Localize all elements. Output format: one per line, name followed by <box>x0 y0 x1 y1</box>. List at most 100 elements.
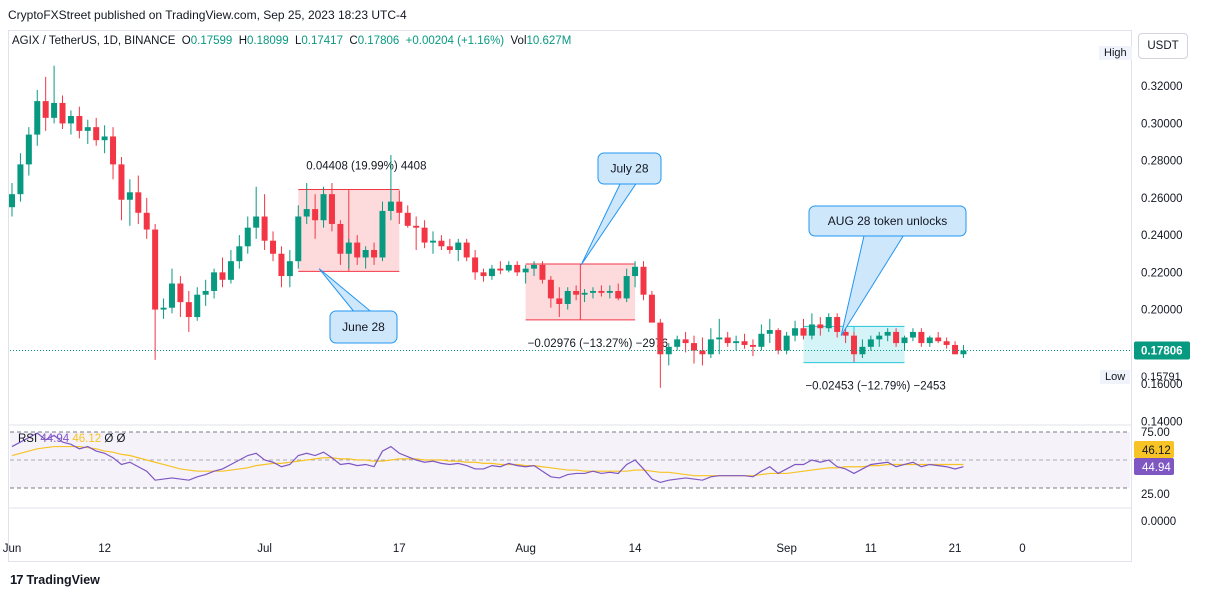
x-tick-label: 0 <box>1019 543 1025 555</box>
candle-body <box>834 317 841 332</box>
candle <box>547 276 554 308</box>
candle-body <box>935 337 942 342</box>
candle-body <box>952 344 959 355</box>
candle <box>497 261 504 275</box>
candle-body <box>716 337 723 340</box>
close-value: 0.17806 <box>357 35 400 47</box>
candle-body <box>581 292 588 295</box>
candle-body <box>488 268 495 277</box>
candle-body <box>505 264 512 271</box>
candle <box>295 205 302 269</box>
candle <box>126 179 133 226</box>
candle <box>918 328 925 347</box>
candle-body <box>345 242 352 254</box>
candle-body <box>438 240 445 247</box>
tradingview-footer[interactable]: 17 TradingView <box>10 572 100 587</box>
candle <box>783 331 790 355</box>
candle-body <box>76 115 83 131</box>
candle-body <box>194 294 201 318</box>
candle <box>707 328 714 358</box>
candle-body <box>724 337 731 344</box>
candle <box>59 95 66 130</box>
publisher-line: CryptoFXStreet published on TradingView.… <box>8 8 407 22</box>
candle <box>825 313 832 332</box>
symbol-title[interactable]: AGIX / TetherUS, 1D, BINANCE <box>12 35 176 47</box>
high-value: 0.18099 <box>247 35 289 47</box>
candle-body <box>775 330 782 351</box>
candle-body <box>589 290 596 293</box>
measure-range: −0.02453 (−12.79%) −2453 <box>803 325 946 393</box>
x-tick-label: Sep <box>776 543 796 555</box>
x-tick-label: Jun <box>3 543 22 555</box>
candle <box>665 343 672 366</box>
callout-june28: June 28 <box>318 268 398 344</box>
candle <box>446 238 453 254</box>
tradingview-brand: TradingView <box>26 572 100 587</box>
rsi-ma-line <box>11 445 964 477</box>
candle <box>943 337 950 349</box>
candle <box>699 337 706 366</box>
volume-value: 10.627M <box>526 35 572 47</box>
callout-box <box>329 310 398 344</box>
candle <box>589 287 596 299</box>
candle-body <box>25 134 32 165</box>
candle-body <box>227 261 234 280</box>
currency-button[interactable]: USDT <box>1138 33 1188 59</box>
candle <box>236 235 243 269</box>
open-value: 0.17599 <box>190 35 233 47</box>
candle-body <box>362 250 369 258</box>
candle-body <box>185 302 192 318</box>
candle-body <box>648 294 655 323</box>
candle-body <box>42 101 49 118</box>
range-label: −0.02453 (−12.79%) −2453 <box>805 381 945 393</box>
candle <box>531 261 538 277</box>
candle-body <box>354 242 361 258</box>
candle-body <box>800 328 807 336</box>
candle-body <box>749 344 756 347</box>
candle <box>522 264 529 284</box>
candle <box>884 328 891 342</box>
candle <box>648 290 655 323</box>
candle <box>674 335 681 351</box>
candle <box>606 285 613 299</box>
low-label: Low <box>1100 370 1131 384</box>
candle-body <box>303 209 310 217</box>
candle-body <box>84 127 91 131</box>
callout-pointer <box>580 183 637 266</box>
candle <box>615 283 622 301</box>
candle <box>328 183 335 232</box>
candle-body <box>926 337 933 344</box>
candle-body <box>893 331 900 344</box>
candle <box>278 246 285 288</box>
candle <box>404 205 411 228</box>
x-tick-label: 14 <box>629 543 642 555</box>
candle-body <box>674 339 681 347</box>
candle <box>101 125 108 154</box>
rsi-axis-label: 25.00 <box>1141 489 1170 501</box>
candle-body <box>960 350 967 355</box>
candle-body <box>320 194 327 221</box>
candle-body <box>160 307 167 310</box>
candle-body <box>67 115 74 124</box>
candle <box>834 313 841 338</box>
candle <box>379 201 386 262</box>
candle <box>202 279 209 306</box>
candle-body <box>312 209 319 221</box>
candle-body <box>211 272 218 291</box>
close-label: C <box>349 35 358 47</box>
candle-body <box>918 331 925 344</box>
candle-body <box>328 194 335 224</box>
candle <box>396 190 403 224</box>
candle <box>84 119 91 144</box>
candle-body <box>236 246 243 262</box>
candle <box>438 235 445 251</box>
candle <box>93 117 100 146</box>
candle-body <box>564 290 571 304</box>
x-tick-label: Jul <box>257 543 272 555</box>
candle-body <box>867 339 874 347</box>
candle <box>480 268 487 282</box>
rsi-badge-label: 44.94 <box>1142 462 1171 474</box>
candle <box>387 155 394 221</box>
candle-body <box>421 227 428 243</box>
